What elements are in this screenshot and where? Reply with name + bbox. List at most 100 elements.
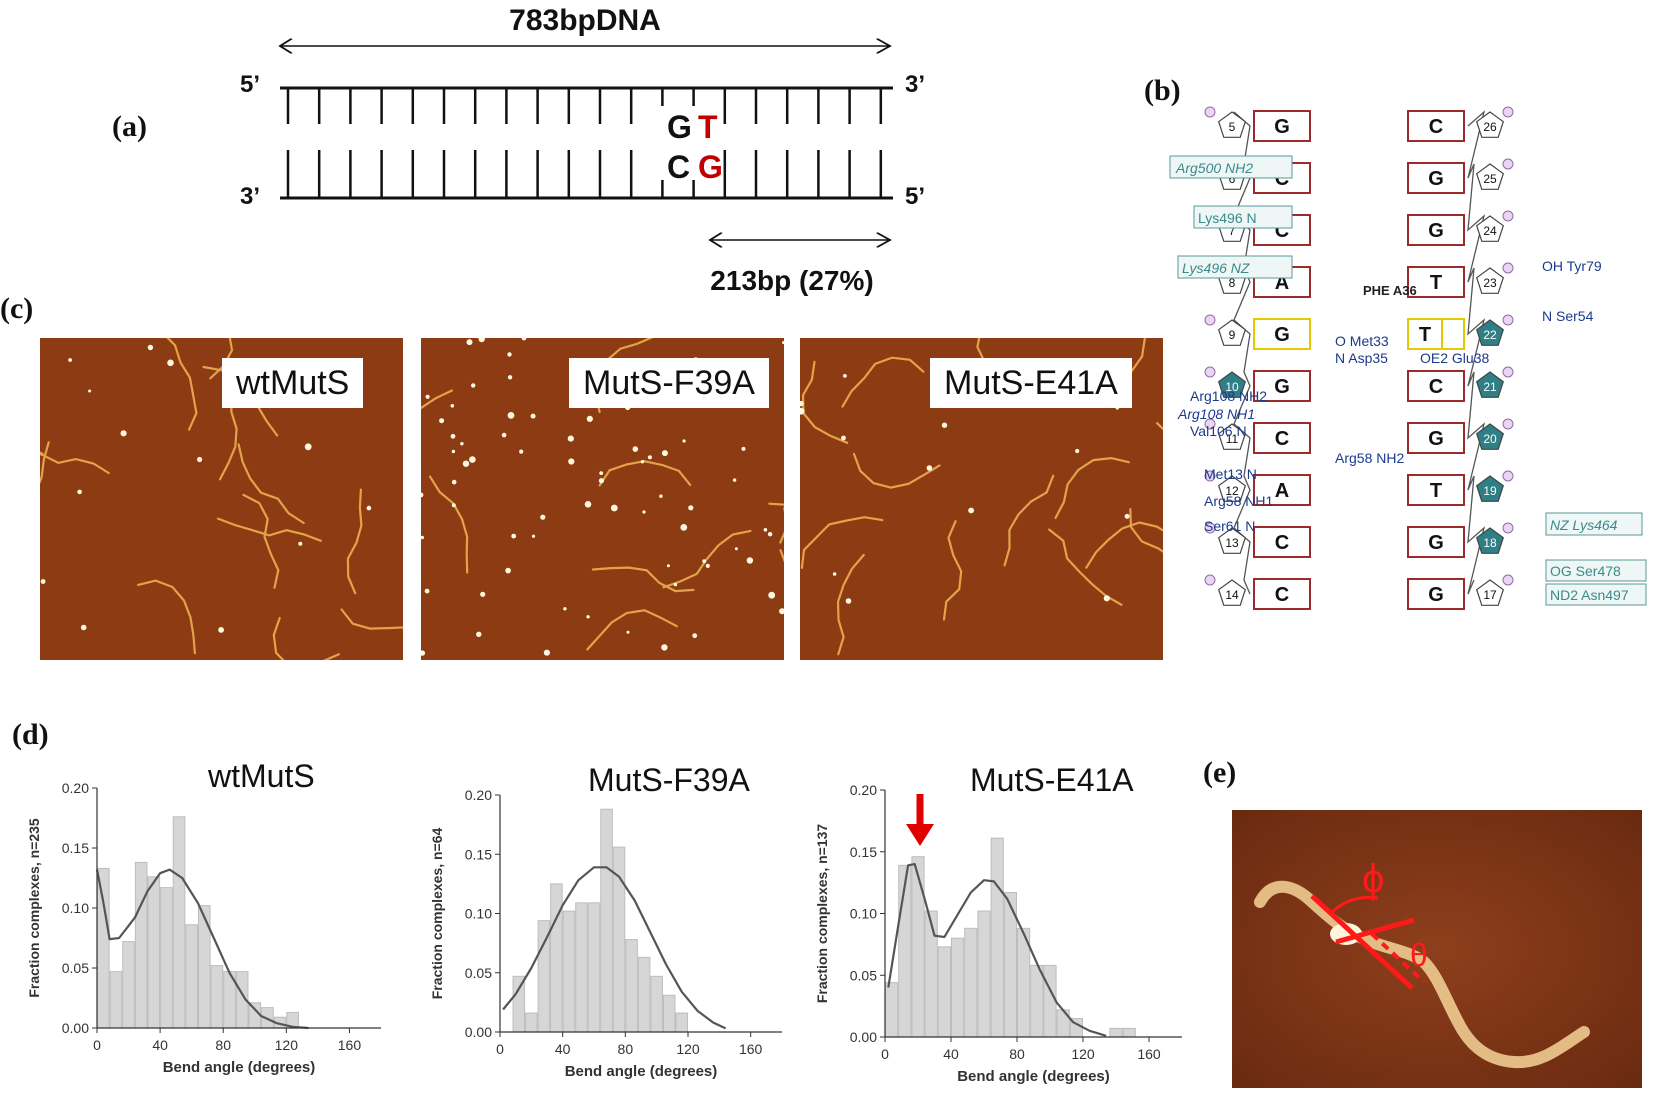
afm-protein-spot [845,598,852,604]
nucleotide-number-left: 14 [1225,588,1239,602]
afm-protein-spot [40,579,46,584]
label-lys496nz: Lys496 NZ [1182,260,1250,276]
label-ser54: N Ser54 [1542,308,1594,324]
panel-letter-a: (a) [112,110,147,143]
afm-protein-spot [505,567,511,574]
histogram-bar [261,1007,274,1029]
afm-protein-spot [782,341,784,345]
label-lys496n: Lys496 N [1198,210,1257,226]
label-val106: Val106 N [1190,423,1247,439]
y-tick-label: 0.05 [62,960,89,976]
afm-dna-strand [237,443,305,525]
nucleotide-number-right: 26 [1483,120,1497,134]
afm-protein-spot [734,547,738,551]
afm-protein-spot [673,582,678,587]
phosphate [1204,314,1216,326]
nucleotide-number-left: 12 [1225,484,1239,498]
y-tick-label: 0.20 [850,782,877,798]
base-box-right [1407,110,1465,142]
afm-protein-spot [632,446,639,452]
histogram-bar [210,965,224,1029]
afm-protein-spot [197,456,203,463]
base-box-left [1253,370,1311,402]
hist-title-wtmuts: wtMutS [208,758,315,794]
histogram-bar [134,861,148,1029]
base-box-left [1253,474,1311,506]
afm-protein-spot [543,649,550,656]
phosphate [1204,574,1216,586]
afm-protein-spot [466,339,473,346]
x-tick-label: 80 [1009,1046,1025,1062]
afm-dna-strand [137,579,196,655]
afm-dna-strand [1054,456,1130,519]
afm-protein-spot [521,338,527,341]
histogram-bar [1017,927,1031,1038]
bottom-base-c: C [667,149,690,185]
histogram-bar [612,846,626,1033]
afm-protein-spot [421,535,424,540]
base-letter-right: G [1428,428,1444,450]
x-tick-label: 160 [739,1041,763,1057]
phosphate [1502,210,1514,222]
x-axis-label: Bend angle (degrees) [565,1063,718,1080]
histogram-bar [885,982,899,1038]
afm-protein-spot [732,478,737,482]
base-pair-rows: 5 26 G C 6 25 C G 7 24 C G 8 23 A T 9 22 G T 10 21 G C 11 20 C G 12 1… [1204,106,1514,610]
afm-protein-spot [568,458,575,465]
label-ser478: OG Ser478 [1550,563,1621,579]
afm-protein-spot [68,358,72,362]
y-axis-label: Fraction complexes, n=235 [26,818,42,998]
histogram-bar [235,971,249,1029]
afm-protein-spot [421,650,426,656]
sugar-right [1475,475,1505,502]
y-axis-label: Fraction complexes, n=64 [429,828,445,1000]
base-letter-left: C [1275,584,1289,606]
phosphate [1502,106,1514,118]
fit-curve [887,862,1107,1037]
fit-curve [502,866,727,1030]
afm-protein-spot [841,435,846,441]
y-tick-label: 0.15 [62,840,89,856]
x-tick-label: 0 [93,1037,101,1053]
afm-dna-strand [1085,521,1163,569]
afm-dna-strand [598,460,692,487]
fit-curve [95,868,309,1030]
histogram-bar [512,975,526,1033]
backbone-right [1467,110,1486,595]
top-base-t-mismatch: T [698,109,718,145]
afm-label-e41a: MutS-E41A [930,358,1132,408]
top-strand-ticks [286,88,883,124]
base-letter-right: T [1430,272,1442,294]
y-tick-label: 0.00 [850,1029,877,1045]
afm-protein-spot [77,489,82,495]
afm-protein-spot [1103,595,1110,602]
y-tick-label: 0.00 [62,1020,89,1036]
x-tick-label: 40 [555,1041,571,1057]
base-box-right [1407,214,1465,246]
x-tick-label: 0 [881,1046,889,1062]
base-letter-right: T [1430,480,1442,502]
afm-protein-spot [460,442,464,446]
histogram-bar [951,937,965,1038]
histogram-bar [675,1012,689,1033]
panel-letter-b: (b) [1144,74,1181,107]
nucleotide-number-left: 6 [1229,172,1236,186]
hist-title-e41a: MutS-E41A [970,762,1134,798]
afm-protein-spot [120,430,127,437]
afm-protein-spot [218,627,225,633]
phosphate [1502,366,1514,378]
afm-protein-spot [469,456,476,463]
sugar-left [1217,319,1247,346]
afm-protein-spot [779,608,784,615]
base-letter-right: G [1428,532,1444,554]
sugar-right [1475,163,1505,190]
afm-protein-spot [476,631,482,637]
afm-protein-spot [167,359,174,367]
afm-protein-spot [424,588,430,594]
histogram-bar [990,837,1004,1038]
label-arg500: Arg500 NH2 [1175,160,1253,176]
phosphate [1204,418,1216,430]
afm-protein-spot [298,541,303,546]
sugar-right [1475,267,1505,294]
phosphate [1204,522,1216,534]
